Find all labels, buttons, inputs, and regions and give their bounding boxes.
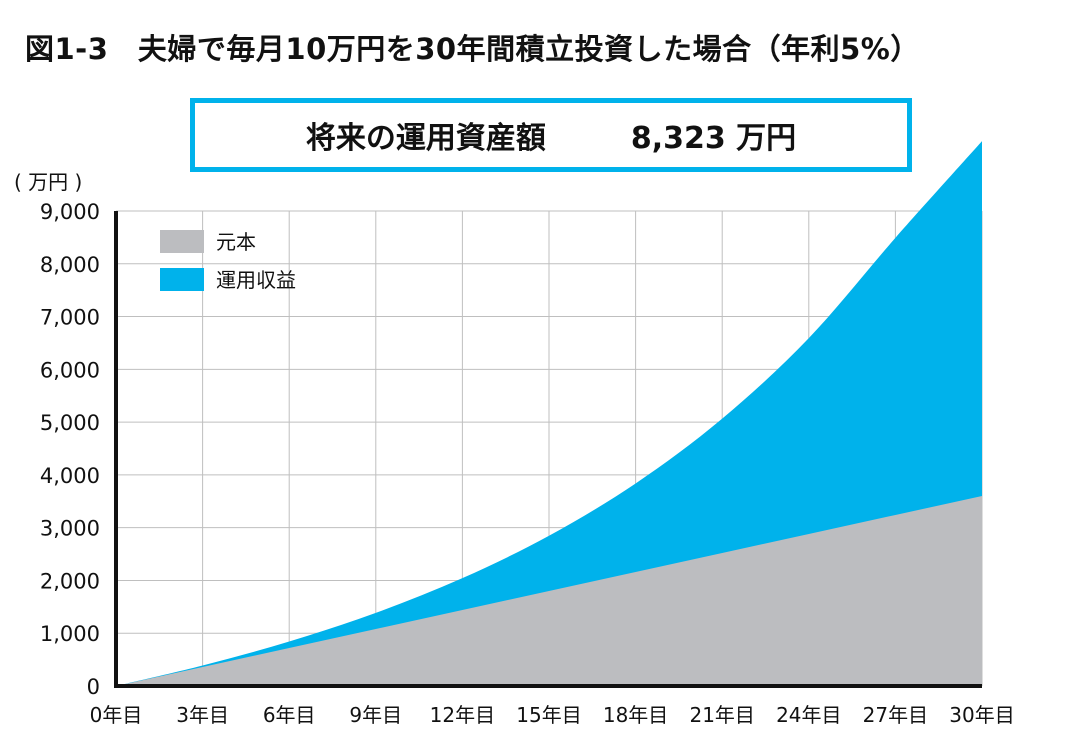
axes xyxy=(114,211,982,688)
legend-swatch-principal xyxy=(160,230,204,253)
y-tick-label: 9,000 xyxy=(40,200,100,224)
x-tick-label: 15年目 xyxy=(516,703,581,727)
y-tick-label: 3,000 xyxy=(40,517,100,541)
summary-value: 8,323 万円 xyxy=(630,121,797,156)
y-tick-label: 0 xyxy=(87,675,100,699)
x-tick-label: 12年目 xyxy=(430,703,495,727)
area-principal xyxy=(116,496,982,686)
x-tick-label: 30年目 xyxy=(949,703,1014,727)
x-tick-labels: 0年目 3年目 6年目 9年目 12年目 15年目 18年目 21年目 24年目 27年目 30年目 xyxy=(90,703,1015,727)
y-tick-label: 7,000 xyxy=(40,306,100,330)
x-tick-label: 6年目 xyxy=(263,703,316,727)
x-tick-label: 9年目 xyxy=(349,703,402,727)
x-tick-label: 0年目 xyxy=(90,703,143,727)
y-tick-label: 1,000 xyxy=(40,622,100,646)
y-tick-label: 5,000 xyxy=(40,411,100,435)
y-tick-label: 8,000 xyxy=(40,253,100,277)
stacked-areas xyxy=(116,141,982,687)
y-unit-label: ( 万円 ) xyxy=(14,170,82,194)
legend-label-returns: 運用収益 xyxy=(216,268,296,292)
legend: 元本 運用収益 xyxy=(160,230,296,292)
x-tick-label: 18年目 xyxy=(603,703,668,727)
y-tick-label: 6,000 xyxy=(40,358,100,382)
y-tick-label: 2,000 xyxy=(40,569,100,593)
x-tick-label: 21年目 xyxy=(689,703,754,727)
legend-label-principal: 元本 xyxy=(216,230,256,254)
y-tick-labels: 0 1,000 2,000 3,000 4,000 5,000 6,000 7,000 8,00… xyxy=(40,200,100,699)
x-tick-label: 24年目 xyxy=(776,703,841,727)
y-tick-label: 4,000 xyxy=(40,464,100,488)
x-tick-label: 27年目 xyxy=(863,703,928,727)
summary-label: 将来の運用資産額 xyxy=(305,121,546,156)
legend-swatch-returns xyxy=(160,268,204,291)
chart-title: 図1-3 夫婦で毎月10万円を30年間積立投資した場合（年利5%） xyxy=(25,32,920,66)
summary-box: 将来の運用資産額 8,323 万円 xyxy=(190,98,912,172)
x-tick-label: 3年目 xyxy=(176,703,229,727)
